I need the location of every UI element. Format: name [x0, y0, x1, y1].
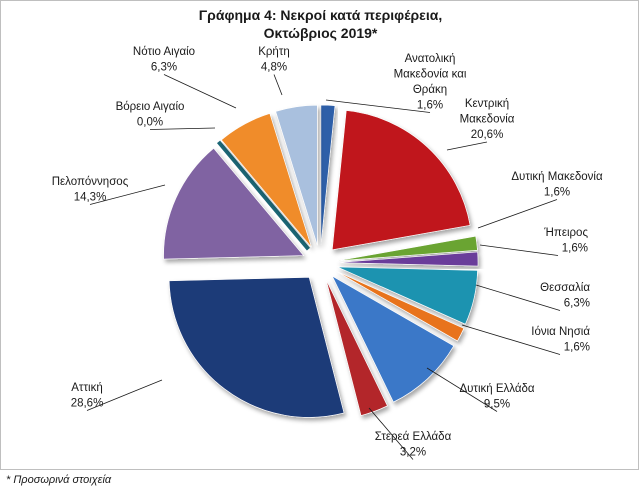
pie-slice-4	[337, 251, 479, 267]
pie-slice-7	[331, 275, 455, 403]
pie-slice-11	[216, 140, 310, 251]
leader-line-13	[273, 74, 283, 96]
leader-line-7	[426, 367, 498, 412]
slice-label-10: Πελοπόννησος 14,3%	[52, 176, 129, 204]
chart-title-line-1: Γράφημα 4: Νεκροί κατά περιφέρεια,	[198, 7, 443, 23]
slice-label-13: Κρήτη 4,8%	[258, 46, 290, 74]
slice-label-8: Στερεά Ελλάδα 3,2%	[375, 431, 452, 459]
pie-slice-6	[335, 270, 465, 342]
slice-label-12: Νότιο Αιγαίο 6,3%	[133, 46, 195, 74]
slice-label-5: Θεσσαλία 6,3%	[540, 282, 590, 310]
pie-slice-13	[275, 104, 318, 246]
chart-frame	[0, 0, 639, 470]
slice-label-9: Αττική 28,6%	[71, 382, 104, 410]
leader-line-10	[89, 184, 166, 205]
slice-label-2: Κεντρική Μακεδονία 20,6%	[460, 98, 515, 141]
pie-chart: Ανατολική Μακεδονία και Θράκη 1,6% Κεντρική Μ…	[52, 46, 603, 460]
pie-slice-10	[163, 147, 305, 260]
pie-slice-8	[325, 279, 388, 416]
pie-slice-1	[320, 104, 336, 246]
leader-line-9	[86, 379, 163, 411]
leader-line-5	[475, 284, 561, 311]
slice-label-3: Δυτική Μακεδονία 1,6%	[511, 171, 603, 199]
slice-labels: Ανατολική Μακεδονία και Θράκη 1,6% Κεντρική Μ…	[52, 46, 603, 459]
pie-slice-9	[168, 277, 345, 418]
slice-label-4: Ήπειρος 1,6%	[543, 227, 588, 255]
pie-slices	[163, 104, 479, 418]
leader-lines	[86, 74, 561, 460]
slice-label-11: Βόρειο Αιγαίο 0,0%	[116, 101, 185, 129]
leader-line-8	[368, 407, 414, 460]
pie-slice-5	[337, 266, 478, 325]
slice-label-6: Ιόνια Νησιά 1,6%	[531, 326, 590, 354]
leader-line-11	[149, 127, 216, 130]
footnote: * Προσωρινά στοιχεία	[6, 474, 112, 486]
pie-slice-12	[221, 113, 312, 248]
slice-label-1: Ανατολική Μακεδονία και Θράκη 1,6%	[394, 53, 467, 112]
chart-title-line-2: Οκτώβριος 2019*	[263, 25, 378, 41]
leader-line-12	[163, 74, 237, 109]
slice-label-7: Δυτική Ελλάδα 9,5%	[459, 383, 534, 411]
leader-line-6	[461, 324, 561, 355]
leader-line-2	[446, 141, 488, 151]
leader-line-4	[479, 244, 559, 256]
pie-slice-2	[331, 110, 471, 251]
chart-title: Γράφημα 4: Νεκροί κατά περιφέρεια, Οκτώβ…	[0, 6, 641, 42]
pie-slice-3	[337, 235, 478, 262]
leader-line-1	[325, 99, 431, 113]
leader-line-3	[477, 199, 558, 229]
